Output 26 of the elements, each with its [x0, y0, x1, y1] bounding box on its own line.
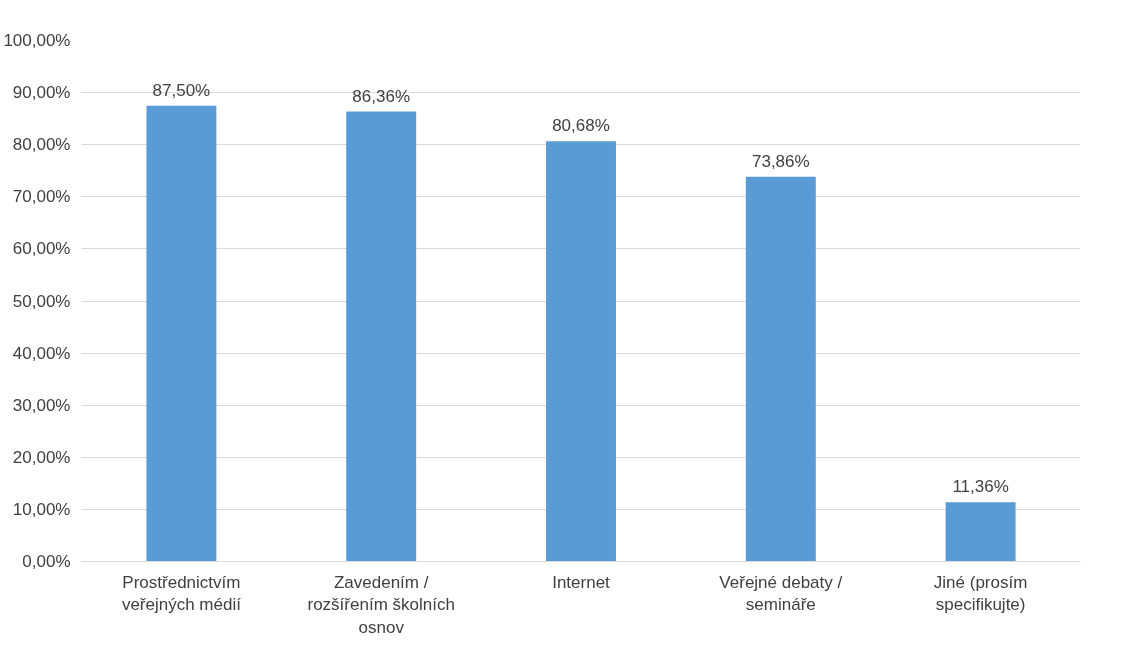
y-tick-label: 90,00% [12, 83, 71, 103]
y-tick-label: 0,00% [22, 552, 71, 571]
data-label: 86,36% [352, 86, 411, 106]
x-tick-label: Zavedením / rozšířením školních osnov [307, 572, 455, 638]
data-label: 73,86% [751, 151, 810, 171]
y-tick-label: 30,00% [12, 395, 71, 415]
bar [945, 502, 1016, 562]
y-tick-label: 80,00% [12, 135, 71, 155]
y-tick-label: 50,00% [12, 291, 71, 311]
y-tick-label: 100,00% [3, 31, 71, 50]
y-tick-label: 20,00% [12, 447, 71, 467]
y-tick-label: 10,00% [12, 499, 71, 519]
bar [146, 105, 217, 562]
y-tick-label: 60,00% [12, 239, 71, 259]
data-label: 87,50% [152, 80, 211, 100]
y-tick-label: 40,00% [12, 343, 71, 363]
x-tick-label: Prostřednictvím veřejných médií [121, 572, 242, 615]
data-label: 11,36% [952, 477, 1009, 497]
bar [346, 111, 417, 562]
bar [745, 176, 816, 562]
data-label: 80,68% [552, 116, 610, 136]
x-tick-label: Internet [552, 572, 611, 592]
x-tick-label: Veřejné debaty / semináře [719, 572, 843, 615]
x-tick-label: Jiné (prosím specifikujte) [933, 572, 1028, 615]
y-tick-label: 70,00% [12, 187, 71, 207]
bar [546, 141, 616, 562]
